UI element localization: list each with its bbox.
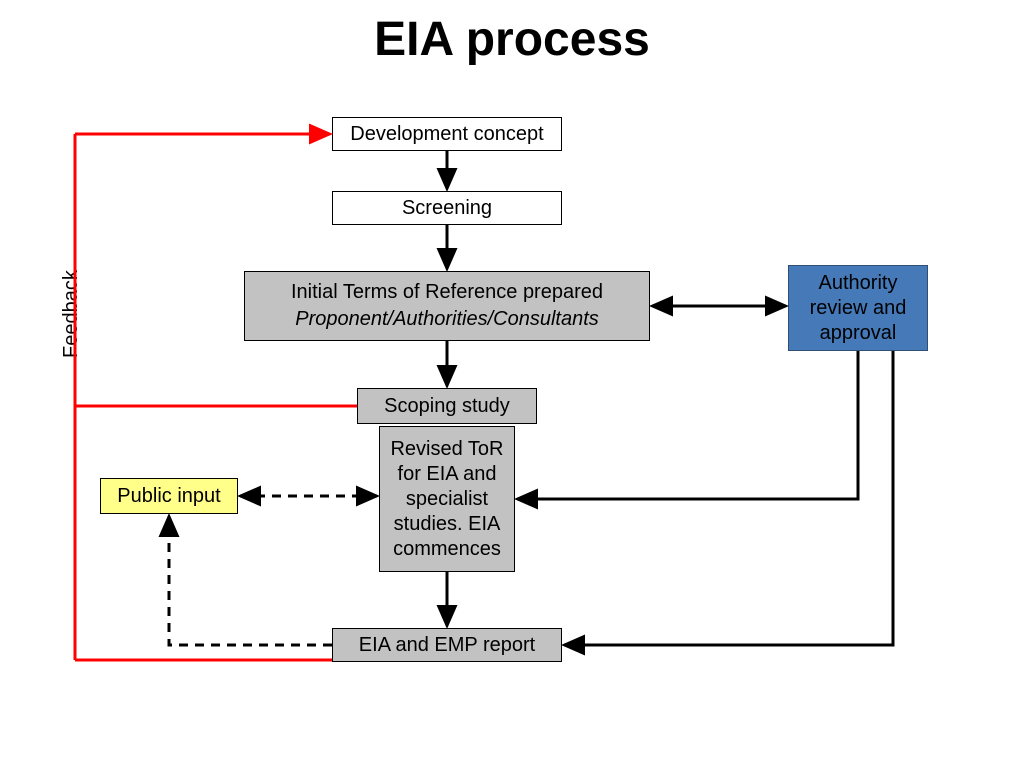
connectors [0, 0, 1024, 768]
edge-report-public [169, 516, 332, 645]
edge-authority-revised [517, 351, 858, 499]
